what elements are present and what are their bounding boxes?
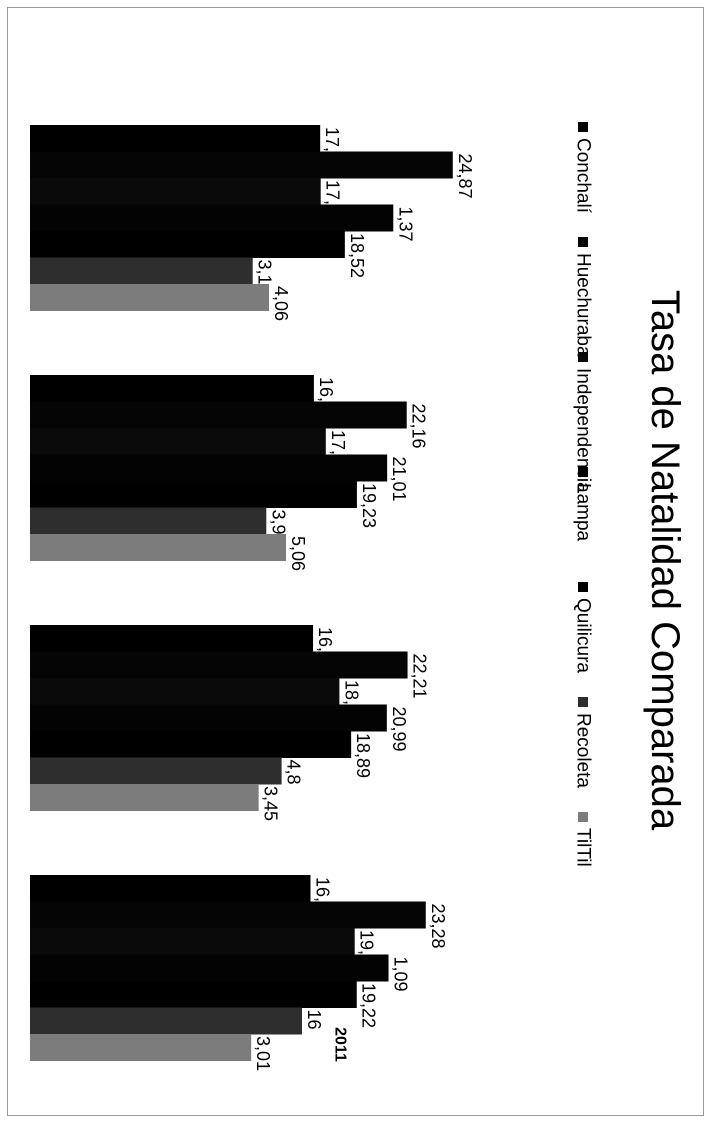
data-label: 23,28 <box>428 904 448 949</box>
bar <box>30 731 352 758</box>
data-label: 22,16 <box>409 404 429 449</box>
data-label: 1,37 <box>395 207 415 242</box>
legend-swatch <box>578 122 588 132</box>
data-label: 3,9 <box>268 510 288 535</box>
legend-swatch <box>578 812 588 822</box>
bar <box>30 231 345 258</box>
bar <box>30 428 326 455</box>
bar <box>30 651 408 679</box>
legend-swatch <box>578 582 588 592</box>
data-label: 4,06 <box>271 286 291 321</box>
bar <box>30 125 321 152</box>
bar <box>30 928 355 955</box>
data-label: 20,99 <box>389 707 409 752</box>
bar <box>30 704 387 732</box>
bar <box>30 284 270 311</box>
bar <box>30 678 340 705</box>
chart-title: Tasa de Natalidad Comparada <box>643 290 687 831</box>
data-label: 4,8 <box>284 760 304 785</box>
data-label: 18,89 <box>353 733 373 778</box>
bar <box>30 1007 302 1035</box>
bar <box>30 534 287 561</box>
data-label: 18,52 <box>347 233 367 278</box>
bar <box>30 481 357 508</box>
data-label: 3,45 <box>261 786 281 821</box>
legend-swatch <box>578 467 588 477</box>
legend-label: Recoleta <box>573 713 594 788</box>
bar <box>30 875 311 902</box>
category-label: 2011 <box>332 1027 349 1062</box>
legend-label: Conchalí <box>573 138 594 214</box>
legend-label: Lampa <box>573 483 594 542</box>
legend-label: Independencia <box>573 368 594 493</box>
bar <box>30 981 357 1008</box>
bar <box>30 507 267 535</box>
legend-swatch <box>578 237 588 247</box>
bar <box>30 375 314 402</box>
bar <box>30 204 394 232</box>
bar <box>30 625 314 652</box>
bar <box>30 454 388 482</box>
data-label: 19,23 <box>359 483 379 528</box>
data-label: 1,09 <box>391 957 411 992</box>
legend-swatch <box>578 697 588 707</box>
data-label: 19,22 <box>359 983 379 1028</box>
bar <box>30 784 259 811</box>
bar <box>30 178 321 205</box>
bar <box>30 954 389 982</box>
bar <box>30 757 282 785</box>
bar <box>30 401 407 429</box>
data-label: 5,06 <box>288 536 308 571</box>
legend-label: TilTil <box>573 828 594 867</box>
data-label: 22,21 <box>410 654 430 699</box>
bar <box>30 901 426 929</box>
data-label: 24,87 <box>455 154 475 199</box>
data-label: 21,01 <box>389 457 409 502</box>
bar <box>30 1034 252 1061</box>
data-label: 3,1 <box>255 260 275 285</box>
legend-label: Quilicura <box>573 598 594 673</box>
legend-label: Huechuraba <box>573 253 594 357</box>
bar <box>30 257 253 285</box>
data-label: 3,01 <box>253 1036 273 1071</box>
data-label: 16 <box>304 1010 324 1030</box>
legend-swatch <box>578 352 588 362</box>
bar <box>30 151 453 179</box>
